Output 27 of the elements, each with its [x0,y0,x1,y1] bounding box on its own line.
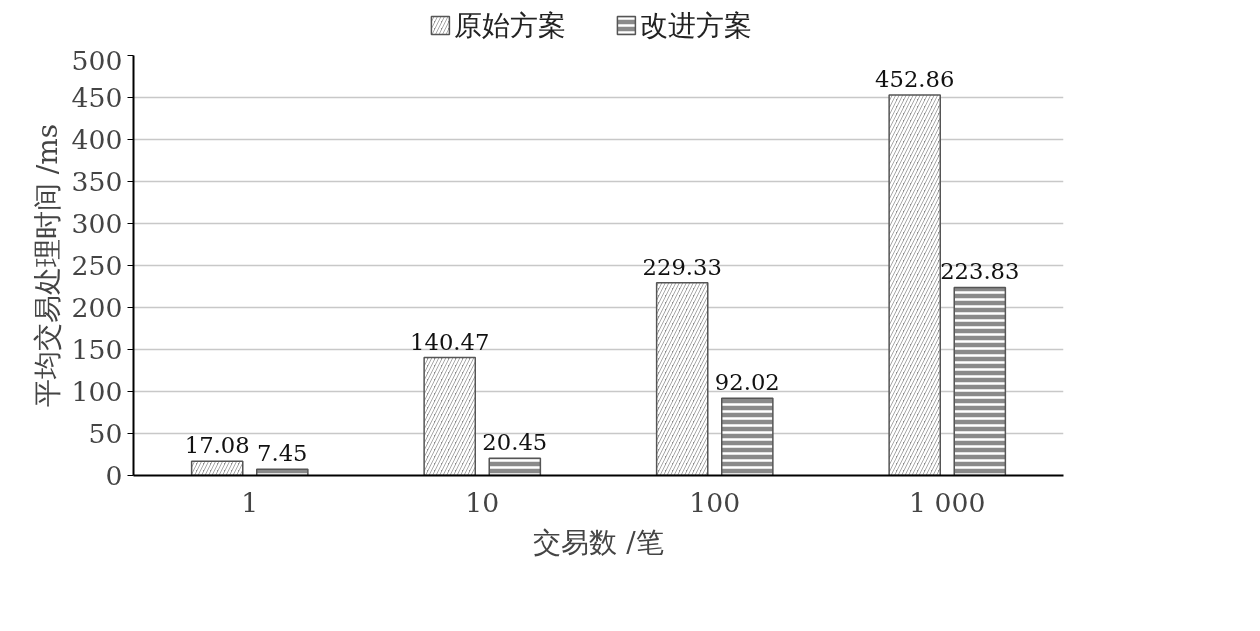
x-tick-label: 10 [465,486,500,518]
y-tick-label: 300 [71,208,123,239]
y-axis-title: 平均交易处理时间 /ms [30,123,64,408]
y-tick-label: 400 [71,124,123,155]
data-label: 223.83 [940,258,1020,285]
x-axis-title: 交易数 /笔 [533,525,664,559]
data-label: 140.47 [410,328,490,355]
y-tick-label: 250 [71,250,123,281]
x-tick-label: 100 [689,486,741,518]
data-label: 7.45 [257,440,308,467]
data-label: 92.02 [714,369,780,396]
y-tick-label: 150 [71,334,123,365]
legend-label: 原始方案 [454,9,567,42]
y-tick-label: 50 [88,418,123,449]
y-tick-label: 350 [71,166,123,197]
legend-label: 改进方案 [640,9,753,42]
y-tick-label: 200 [71,292,123,323]
y-tick-label: 450 [71,82,123,113]
data-label: 20.45 [482,429,548,456]
data-label: 17.08 [184,432,250,459]
data-label: 229.33 [642,253,722,280]
x-tick-label: 1 000 [909,486,986,518]
y-tick-label: 100 [71,376,123,407]
y-tick-label: 500 [71,44,123,76]
data-label: 452.86 [875,66,955,93]
x-tick-label: 1 [241,486,259,518]
y-tick-label: 0 [105,460,123,491]
